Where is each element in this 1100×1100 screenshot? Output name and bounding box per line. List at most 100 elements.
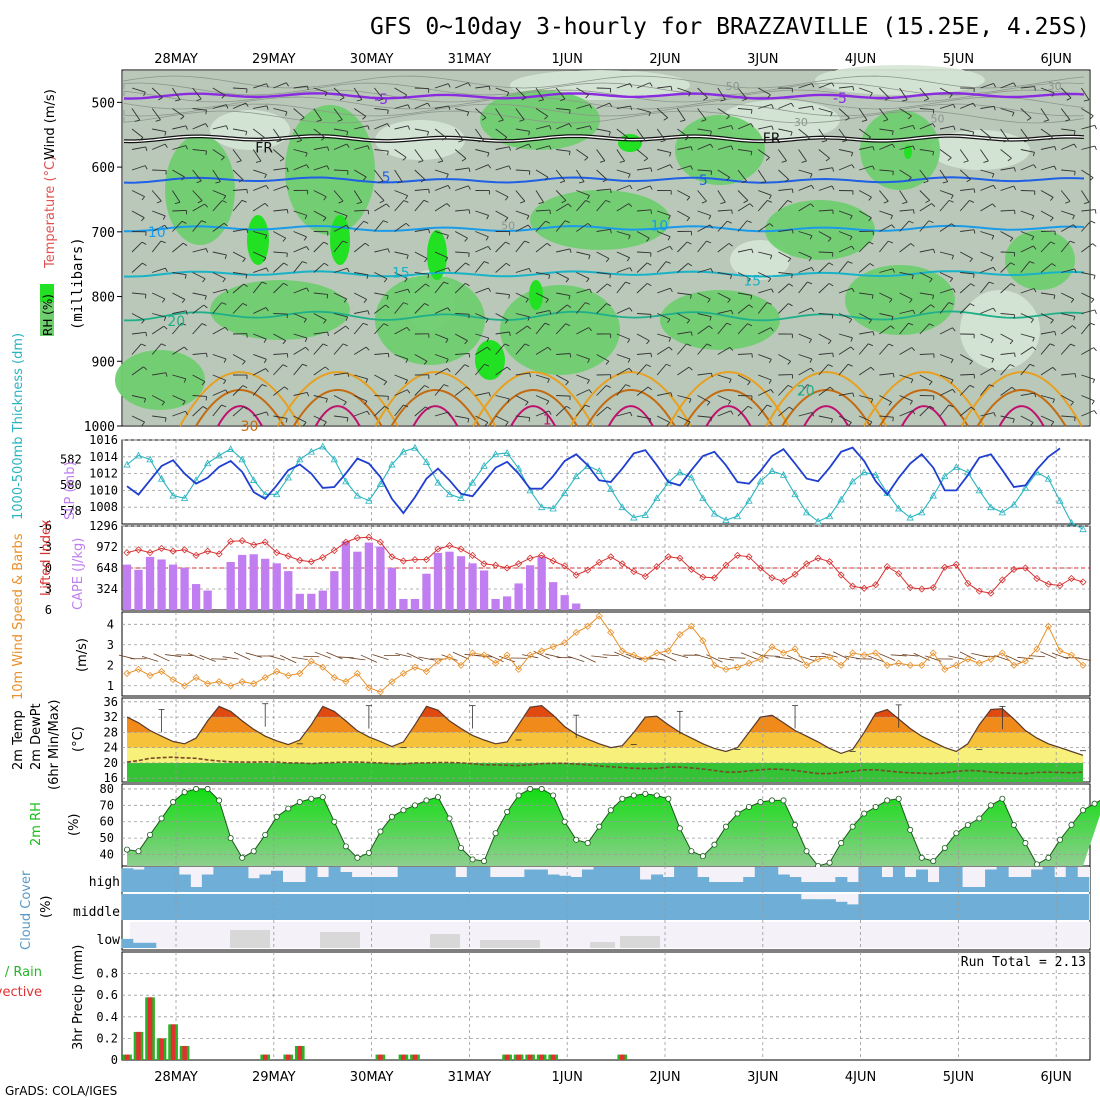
wind-barb bbox=[454, 386, 467, 396]
wind-barb bbox=[374, 190, 385, 201]
wind-barb-feather bbox=[807, 384, 813, 387]
temp-tick-label: 32 bbox=[104, 710, 118, 724]
wind-barb bbox=[394, 354, 408, 360]
wind10-unit: (m/s) bbox=[75, 638, 90, 672]
cloud-cover-bar bbox=[386, 894, 399, 920]
cloud-cover-bar bbox=[1077, 877, 1090, 892]
cloud-cover-bar bbox=[466, 867, 479, 892]
wind-barb-feather bbox=[263, 257, 267, 262]
wind-barb-feather bbox=[285, 111, 288, 116]
wind-barb-feather bbox=[913, 209, 915, 214]
temp-band bbox=[127, 717, 1083, 733]
wind-barb bbox=[697, 128, 712, 132]
wind10-barb bbox=[153, 653, 170, 662]
wind-barb bbox=[959, 354, 973, 362]
wind-barb bbox=[697, 87, 708, 99]
li-point bbox=[388, 553, 396, 561]
wind-barb bbox=[1081, 145, 1096, 150]
date-axis-top: 28MAY 29MAY 30MAY 31MAY 1JUN 2JUN 3JUN 4JUN 5JUN… bbox=[154, 52, 1072, 67]
wind-barb-feather bbox=[346, 131, 349, 136]
wind10-barb bbox=[395, 652, 412, 658]
wind-barb bbox=[1060, 240, 1071, 253]
cloud-cover-bar bbox=[363, 877, 376, 892]
wind-barb-feather bbox=[448, 411, 451, 417]
cloud-cover-bar bbox=[708, 882, 721, 892]
wind-barb-feather bbox=[1066, 97, 1072, 101]
rh-dry-patch bbox=[210, 110, 290, 150]
wind-barb-feather bbox=[586, 278, 590, 283]
date-label-bottom: 2JUN bbox=[649, 1070, 680, 1085]
wind-barb bbox=[253, 169, 267, 175]
wind-barb-feather bbox=[870, 398, 874, 404]
wind-barb bbox=[1060, 325, 1073, 335]
wind-barb bbox=[838, 149, 853, 153]
wind-barb bbox=[555, 87, 566, 100]
wind-barb bbox=[717, 322, 728, 335]
wind-barb-feather bbox=[767, 278, 772, 283]
wind-barb bbox=[657, 210, 671, 217]
thickness-point bbox=[468, 478, 477, 486]
wind-barb bbox=[1040, 190, 1054, 198]
wind-barb-feather bbox=[504, 217, 509, 222]
wind-barb bbox=[677, 108, 686, 121]
wind-barb-feather bbox=[342, 343, 348, 347]
wind-barb-feather bbox=[141, 421, 145, 426]
wind-barb-feather bbox=[888, 401, 893, 406]
cloud-low-patch bbox=[320, 932, 360, 948]
cape-bar bbox=[203, 590, 212, 610]
cloud-cover-bar bbox=[317, 877, 330, 892]
wind-barb bbox=[535, 272, 550, 276]
cloud-low-patch bbox=[480, 940, 540, 948]
cloud-cover-bar bbox=[1077, 894, 1090, 920]
wind-barb bbox=[616, 128, 629, 139]
wind-barb bbox=[576, 251, 591, 256]
wind-barb-feather bbox=[585, 200, 591, 203]
wind10-point bbox=[607, 628, 615, 637]
wind-barb-feather bbox=[587, 358, 590, 364]
wind-barb-feather bbox=[221, 302, 227, 305]
cloud-cover-bar bbox=[155, 894, 168, 920]
wind-barb-feather bbox=[825, 157, 830, 162]
wind-barb bbox=[475, 313, 489, 320]
cloud-cover-bar bbox=[605, 894, 618, 920]
wind-barb bbox=[576, 389, 590, 396]
wind-barb-feather bbox=[322, 343, 328, 347]
wind-barb-feather bbox=[161, 343, 167, 347]
wind-barb bbox=[778, 406, 790, 417]
wind-barb-feather bbox=[1024, 139, 1030, 143]
wind-barb bbox=[515, 190, 526, 202]
wind-barb-feather bbox=[445, 358, 449, 364]
wind-barb bbox=[616, 333, 630, 340]
wind10-barb bbox=[360, 654, 378, 663]
wind-barb bbox=[434, 307, 448, 314]
wind-barb-feather bbox=[667, 318, 671, 323]
wind-barb-feather bbox=[1003, 140, 1009, 143]
wind10-point bbox=[653, 649, 661, 657]
wind-barb-feather bbox=[406, 254, 409, 260]
wind-barb-feather bbox=[670, 392, 673, 397]
wind-barb bbox=[394, 326, 408, 335]
cape-tick-label: 972 bbox=[96, 540, 118, 554]
wind-barb bbox=[879, 190, 889, 202]
wind-barb bbox=[212, 104, 227, 109]
wind-barb-feather bbox=[163, 316, 167, 322]
wind-barb-feather bbox=[164, 131, 167, 136]
wind-barb-feather bbox=[181, 176, 185, 181]
wind-barb bbox=[616, 367, 630, 376]
wind10-point bbox=[676, 630, 684, 639]
thickness-point bbox=[365, 496, 373, 504]
wind-barb-feather bbox=[142, 262, 147, 266]
wind-barb-feather bbox=[264, 174, 267, 179]
wind-barb bbox=[555, 304, 568, 314]
wind-barb bbox=[273, 313, 288, 315]
wind-barb-feather bbox=[238, 179, 244, 183]
wind-barb-feather bbox=[362, 115, 367, 120]
wind-barb bbox=[394, 190, 408, 197]
cloud-cover-bar bbox=[800, 882, 813, 892]
wind-barb bbox=[374, 406, 385, 417]
wind10-point bbox=[376, 688, 384, 696]
cape-bar bbox=[145, 556, 155, 610]
wind-barb-feather bbox=[931, 203, 936, 207]
wind-barb bbox=[475, 85, 490, 89]
thickness-point bbox=[630, 513, 638, 521]
